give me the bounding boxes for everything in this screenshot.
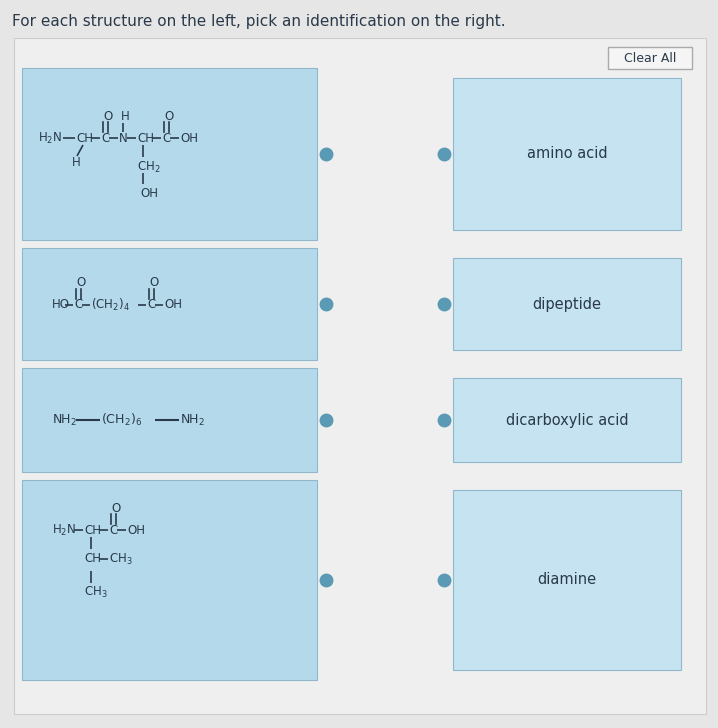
Text: C: C (109, 523, 117, 537)
Text: C: C (162, 132, 170, 144)
Text: (CH$_2$)$_6$: (CH$_2$)$_6$ (101, 412, 142, 428)
Text: O: O (103, 109, 112, 122)
FancyBboxPatch shape (22, 368, 317, 472)
FancyBboxPatch shape (453, 490, 681, 670)
Text: CH$_3$: CH$_3$ (109, 551, 133, 566)
FancyBboxPatch shape (453, 378, 681, 462)
Text: (CH$_2$)$_4$: (CH$_2$)$_4$ (91, 297, 130, 313)
Text: CH: CH (84, 552, 101, 565)
Text: Clear All: Clear All (624, 52, 676, 65)
Text: NH$_2$: NH$_2$ (180, 413, 205, 427)
Text: CH: CH (84, 523, 101, 537)
Text: C: C (74, 298, 83, 312)
FancyBboxPatch shape (453, 78, 681, 230)
Text: H: H (72, 156, 80, 168)
Text: diamine: diamine (538, 572, 597, 587)
Text: CH: CH (76, 132, 93, 144)
Text: H: H (121, 111, 130, 124)
Text: dipeptide: dipeptide (533, 296, 602, 312)
Text: H$_2$N: H$_2$N (38, 130, 62, 146)
Text: dicarboxylic acid: dicarboxylic acid (505, 413, 628, 427)
Text: N: N (119, 132, 128, 144)
Text: O: O (111, 502, 120, 515)
FancyBboxPatch shape (453, 258, 681, 350)
Text: C: C (147, 298, 155, 312)
FancyBboxPatch shape (14, 38, 706, 714)
Text: amino acid: amino acid (527, 146, 607, 162)
FancyBboxPatch shape (608, 47, 692, 69)
Text: NH$_2$: NH$_2$ (52, 413, 77, 427)
Text: CH$_2$: CH$_2$ (137, 160, 161, 175)
FancyBboxPatch shape (22, 480, 317, 680)
Text: H$_2$N: H$_2$N (52, 523, 76, 537)
Text: OH: OH (180, 132, 198, 144)
FancyBboxPatch shape (22, 248, 317, 360)
Text: CH: CH (137, 132, 154, 144)
Text: OH: OH (164, 298, 182, 312)
Text: O: O (149, 277, 158, 290)
Text: HO: HO (52, 298, 70, 312)
FancyBboxPatch shape (22, 68, 317, 240)
Text: C: C (101, 132, 109, 144)
Text: For each structure on the left, pick an identification on the right.: For each structure on the left, pick an … (12, 14, 505, 29)
Text: O: O (76, 277, 85, 290)
Text: O: O (164, 109, 173, 122)
Text: OH: OH (127, 523, 145, 537)
Text: CH$_3$: CH$_3$ (84, 585, 108, 600)
Text: OH: OH (140, 187, 158, 200)
